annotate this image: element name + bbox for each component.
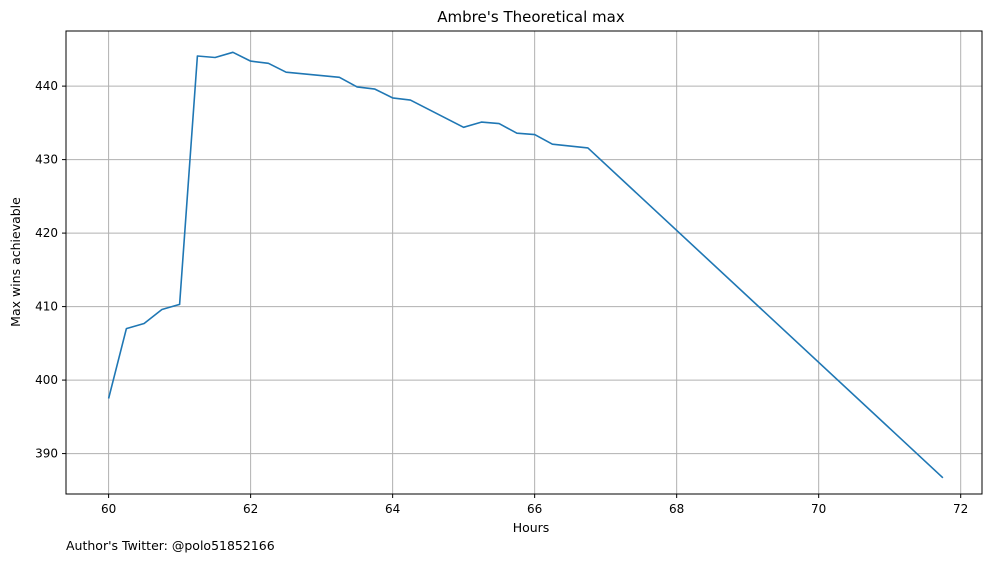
- y-tick-label: 410: [35, 300, 58, 314]
- x-axis-label: Hours: [513, 520, 550, 535]
- x-tick-label: 72: [953, 502, 968, 516]
- x-tick-label: 64: [385, 502, 400, 516]
- y-tick-label: 400: [35, 373, 58, 387]
- x-tick-label: 70: [811, 502, 826, 516]
- y-tick-label: 440: [35, 79, 58, 93]
- series-line: [107, 51, 944, 479]
- y-tick-label: 430: [35, 153, 58, 167]
- x-tick-label: 68: [669, 502, 684, 516]
- gridlines: [66, 31, 982, 494]
- x-tick-label: 62: [243, 502, 258, 516]
- plot-area: [107, 51, 944, 479]
- author-twitter-note: Author's Twitter: @polo51852166: [66, 538, 275, 553]
- x-tick-label: 60: [101, 502, 116, 516]
- axis-ticks: 60 62 64 66 68 70 72 390 400 410 420 430 440: [35, 79, 968, 516]
- y-tick-label: 420: [35, 226, 58, 240]
- plot-frame: [65, 30, 983, 495]
- y-tick-label: 390: [35, 447, 58, 461]
- chart-title: Ambre's Theoretical max: [437, 8, 625, 26]
- x-tick-label: 66: [527, 502, 542, 516]
- y-axis-label: Max wins achievable: [8, 197, 23, 327]
